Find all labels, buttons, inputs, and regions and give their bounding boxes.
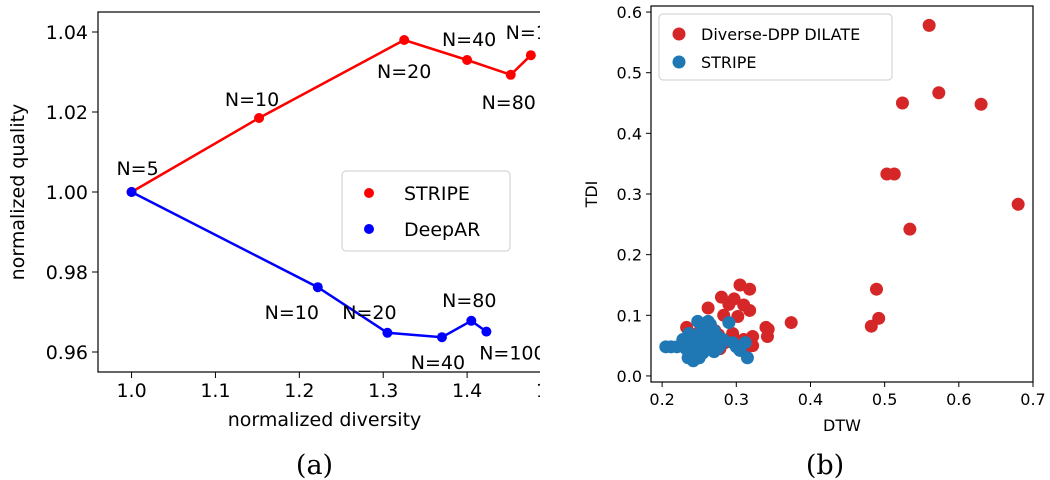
scatter-point (932, 86, 946, 100)
scatter-point (743, 282, 757, 296)
chart-a: 1.0 1.1 1.2 1.3 1.4 1.5 0.96 0.98 1.00 1.02 1.04 no… (7, 11, 540, 480)
legend-box (341, 170, 511, 252)
x-tick-label: 1.0 (116, 380, 146, 402)
x-tick-label: 1.5 (536, 380, 540, 402)
x-axis-label: normalized diversity (228, 409, 422, 431)
data-point (466, 315, 477, 326)
scatter-point (869, 282, 883, 296)
y-tick-label: 0.98 (46, 262, 88, 284)
point-label: N=10 (265, 302, 319, 324)
caption-b: (b) (806, 450, 844, 480)
point-label: N=80 (442, 290, 496, 312)
point-label: N=80 (482, 92, 536, 114)
legend-marker (672, 55, 686, 69)
x-tick-label: 1.4 (452, 380, 482, 402)
y-tick-label: 0.96 (46, 342, 88, 364)
caption-a: (a) (296, 450, 333, 480)
x-tick-label: 1.2 (284, 380, 314, 402)
scatter-point (740, 351, 754, 365)
legend-marker (364, 224, 374, 234)
scatter-point (691, 314, 705, 328)
legend-marker (364, 188, 374, 198)
scatter-point (864, 319, 878, 333)
point-label: N=100 (479, 343, 540, 365)
scatter-point (686, 354, 700, 368)
scatter-point (903, 222, 917, 236)
y-tick-label: 0.5 (617, 64, 642, 83)
scatter-point (887, 167, 901, 181)
scatter-point (760, 330, 774, 344)
point-label: N=5 (116, 158, 158, 180)
y-axis-label: TDI (582, 181, 601, 209)
point-label: N=40 (442, 29, 496, 51)
x-tick-label: 1.1 (200, 380, 230, 402)
legend-label: DeepAR (404, 219, 480, 241)
scatter-point (784, 316, 798, 330)
data-point (382, 327, 393, 338)
legend-box (658, 13, 893, 81)
data-point (462, 55, 473, 65)
y-tick-label: 0.0 (617, 367, 642, 386)
data-point (254, 113, 265, 123)
data-point (481, 326, 492, 337)
data-point (399, 35, 410, 45)
point-label: N=10 (225, 89, 279, 111)
y-tick-label: 0.4 (617, 124, 642, 143)
legend-marker (672, 27, 686, 41)
scatter-point (743, 303, 757, 317)
scatter-point (701, 301, 715, 315)
x-tick-label: 0.3 (724, 390, 749, 409)
data-point (505, 69, 516, 80)
chart-b: 0.2 0.3 0.4 0.5 0.6 0.7 0.0 0.1 0.2 0.3 0.4 0.5 0.6 D… (582, 3, 1046, 480)
scatter-point (895, 96, 909, 110)
y-tick-label: 0.3 (617, 185, 642, 204)
y-axis-label: normalized quality (7, 104, 29, 281)
x-axis-label: DTW (823, 416, 861, 435)
x-tick-label: 0.4 (798, 390, 823, 409)
legend-label: Diverse-DPP DILATE (701, 25, 860, 44)
point-label: N=20 (342, 302, 396, 324)
point-label: N=40 (411, 352, 465, 374)
scatter-point (1011, 197, 1025, 211)
scatter-point (974, 97, 988, 111)
y-tick-label: 1.04 (46, 22, 88, 44)
scatter-point (738, 336, 752, 350)
scatter-point (689, 340, 703, 354)
legend-label: STRIPE (404, 183, 470, 205)
scatter-point (711, 342, 725, 356)
data-point (126, 187, 137, 197)
scatter-point (722, 297, 736, 311)
y-tick-label: 0.1 (617, 306, 642, 325)
x-tick-label: 0.6 (946, 390, 971, 409)
y-tick-label: 1.00 (46, 182, 88, 204)
point-label: N=20 (377, 61, 431, 83)
scatter-point (676, 333, 690, 347)
scatter-point (722, 316, 736, 330)
data-point (312, 282, 323, 293)
data-point (525, 50, 536, 61)
x-tick-label: 1.3 (368, 380, 398, 402)
y-tick-label: 1.02 (46, 102, 88, 124)
data-point (436, 332, 447, 343)
x-tick-label: 0.2 (649, 390, 674, 409)
scatter-point (922, 18, 936, 32)
x-tick-label: 0.7 (1020, 390, 1045, 409)
x-tick-label: 0.5 (872, 390, 897, 409)
point-label: N=100 (506, 22, 540, 44)
y-tick-label: 0.6 (617, 3, 642, 22)
y-tick-label: 0.2 (617, 246, 642, 265)
legend-label: STRIPE (701, 53, 757, 72)
